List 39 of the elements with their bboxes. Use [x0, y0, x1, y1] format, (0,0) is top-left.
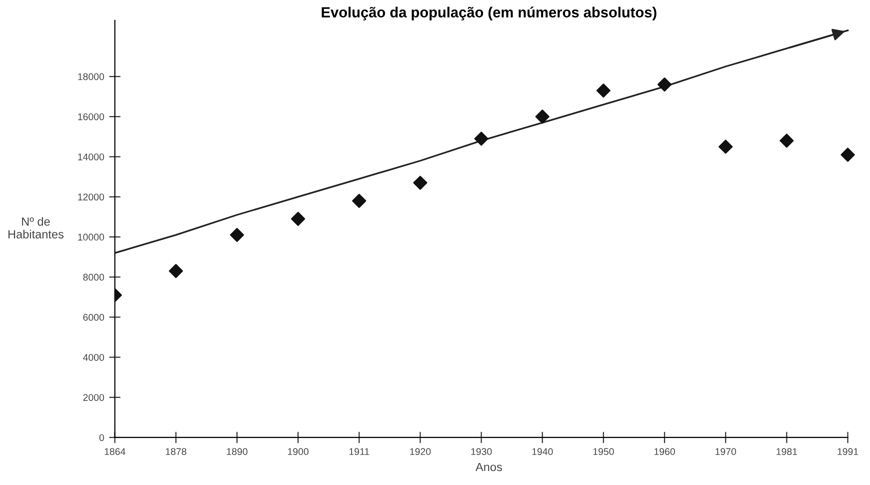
- y-tick-label: 6000: [83, 314, 104, 321]
- point: [780, 134, 794, 148]
- x-tick-label: 1981: [776, 448, 798, 456]
- x-tick-label: 1864: [104, 448, 126, 456]
- x-tick-label: 1960: [654, 448, 675, 456]
- point: [168, 264, 183, 278]
- x-tick-label: 1878: [166, 448, 186, 456]
- y-axis-title: Nº de Habitantes: [8, 217, 64, 238]
- point: [474, 132, 488, 146]
- x-tick-label: 1911: [349, 448, 370, 456]
- point: [657, 77, 672, 92]
- chart-title: Evolução da população (em números absolutos): [322, 6, 656, 20]
- x-tick-label: 1900: [288, 448, 309, 456]
- y-tick-label: 8000: [83, 274, 104, 281]
- y-tick-label: 16000: [78, 113, 104, 120]
- x-tick-label: 1920: [410, 448, 431, 456]
- point: [291, 212, 306, 226]
- x-tick-label: 1890: [226, 448, 248, 456]
- x-tick-label: 1991: [838, 448, 858, 456]
- y-tick-label: 10000: [78, 234, 104, 241]
- point: [230, 228, 244, 242]
- y-tick-label: 2000: [83, 394, 104, 401]
- point: [413, 176, 428, 190]
- y-tick-label: 0: [99, 434, 104, 442]
- line-series: [114, 30, 849, 254]
- point: [840, 148, 855, 162]
- point: [596, 83, 611, 98]
- y-tick-label: 4000: [83, 354, 104, 361]
- y-tick-label: 12000: [78, 194, 104, 200]
- x-tick-label: 1970: [716, 448, 736, 456]
- x-axis-title: Anos: [476, 462, 502, 472]
- y-tick-label: 14000: [78, 153, 104, 160]
- x-tick-label: 1930: [471, 448, 492, 456]
- point: [352, 194, 366, 208]
- x-tick-label: 1940: [532, 448, 553, 456]
- y-tick-label: 18000: [78, 73, 104, 80]
- x-tick-label: 1950: [593, 448, 614, 456]
- point: [535, 110, 550, 124]
- point: [718, 140, 733, 154]
